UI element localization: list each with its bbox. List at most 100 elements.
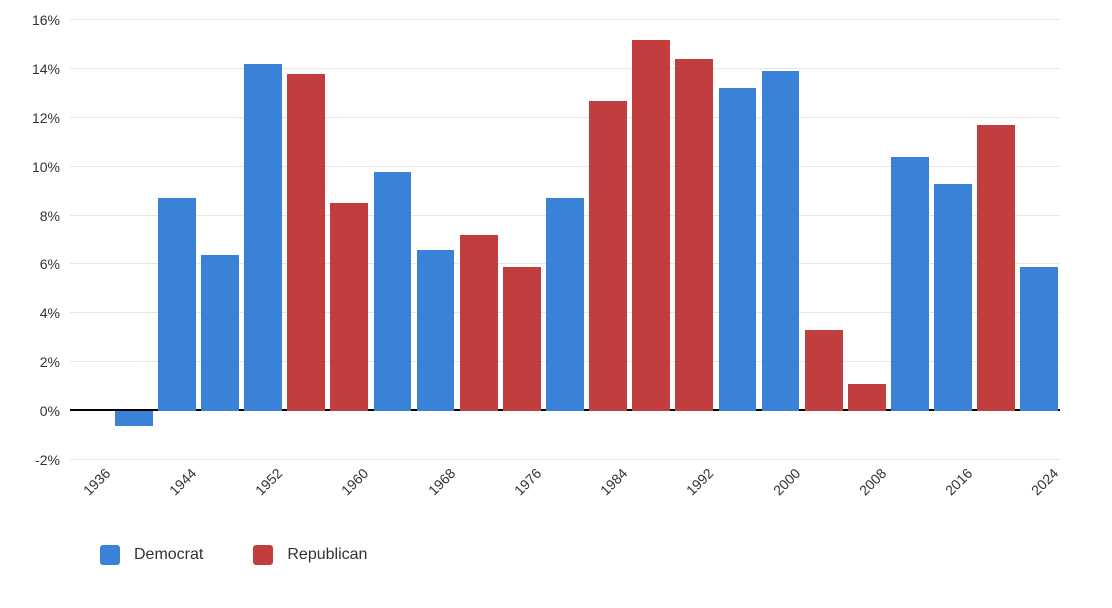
x-axis-labels: 1936 1944 1952 1960 1968 1976 1984 1992 2000 2008… [70,470,1060,520]
bar-slot [243,20,284,460]
bar-2016 [934,184,972,411]
x-tick-label: 1968 [425,465,458,498]
x-label-slot [113,470,154,520]
x-label-slot [889,470,930,520]
x-label-slot [631,470,672,520]
y-tick-label: 2% [40,354,60,370]
bar-1988 [632,40,670,412]
x-label-slot: 1992 [674,470,715,520]
legend-swatch [100,545,120,565]
bar-2012 [891,157,929,411]
bar-2008 [848,384,886,411]
bar-1996 [719,88,757,411]
x-label-slot: 1952 [243,470,284,520]
bar-1968 [417,250,455,411]
bar-slot [889,20,930,460]
bar-slot [286,20,327,460]
legend: Democrat Republican [100,545,367,565]
x-label-slot: 1936 [70,470,111,520]
legend-label: Republican [287,546,367,564]
bar-slot [544,20,585,460]
bar-slot [976,20,1017,460]
bar-1972 [460,235,498,411]
bar-1952 [244,64,282,411]
bar-1948 [201,255,239,411]
bar-1940 [115,411,153,426]
legend-label: Democrat [134,546,203,564]
y-tick-label: 8% [40,208,60,224]
x-tick-label: 2008 [856,465,889,498]
x-tick-label: 1952 [252,465,285,498]
y-tick-label: 0% [40,403,60,419]
x-label-slot [544,470,585,520]
y-tick-label: 16% [32,12,60,28]
x-label-slot: 2016 [933,470,974,520]
x-label-slot: 1984 [588,470,629,520]
bar-slot [674,20,715,460]
bar-1980 [546,198,584,411]
x-label-slot: 1960 [329,470,370,520]
bar-slot [199,20,240,460]
bar-1984 [589,101,627,411]
x-tick-label: 1944 [166,465,199,498]
bar-slot [803,20,844,460]
x-tick-label: 1992 [683,465,716,498]
x-label-slot: 2000 [760,470,801,520]
bars-row [70,20,1060,460]
y-tick-label: 14% [32,61,60,77]
bar-1992 [675,59,713,411]
bar-1960 [330,203,368,411]
y-tick-label: -2% [35,452,60,468]
bar-slot [760,20,801,460]
x-label-slot [199,470,240,520]
x-tick-label: 1936 [80,465,113,498]
bar-2020 [977,125,1015,411]
legend-swatch [253,545,273,565]
bar-slot [156,20,197,460]
bar-2000 [762,71,800,411]
bar-slot [372,20,413,460]
x-label-slot [458,470,499,520]
x-label-slot: 1976 [501,470,542,520]
bar-slot [501,20,542,460]
bar-slot [846,20,887,460]
bar-slot [717,20,758,460]
x-label-slot [372,470,413,520]
x-label-slot [976,470,1017,520]
x-tick-label: 1976 [511,465,544,498]
y-tick-label: 12% [32,110,60,126]
bar-2004 [805,330,843,411]
y-tick-label: 10% [32,159,60,175]
bar-1964 [374,172,412,412]
x-tick-label: 1960 [338,465,371,498]
x-tick-label: 2016 [942,465,975,498]
x-label-slot: 2024 [1019,470,1060,520]
bar-slot [415,20,456,460]
bar-slot [458,20,499,460]
x-label-slot: 1944 [156,470,197,520]
bar-slot [1019,20,1060,460]
bar-slot [329,20,370,460]
bar-slot [933,20,974,460]
x-tick-label: 1984 [597,465,630,498]
x-label-slot [286,470,327,520]
bar-1944 [158,198,196,411]
legend-item-D: Democrat [100,545,203,565]
x-tick-label: 2000 [770,465,803,498]
bar-1976 [503,267,541,411]
bar-slot [113,20,154,460]
x-label-slot: 2008 [846,470,887,520]
bar-slot [588,20,629,460]
party-bar-chart: -2%0%2%4%6%8%10%12%14%16% 19361944195219… [0,0,1112,608]
x-label-slot [717,470,758,520]
bar-2024 [1020,267,1058,411]
bar-slot [70,20,111,460]
plot-area: -2%0%2%4%6%8%10%12%14%16% [70,20,1060,460]
bar-slot [631,20,672,460]
x-label-slot [803,470,844,520]
x-label-slot: 1968 [415,470,456,520]
y-tick-label: 6% [40,256,60,272]
x-tick-label: 2024 [1028,465,1061,498]
y-tick-label: 4% [40,305,60,321]
legend-item-R: Republican [253,545,367,565]
